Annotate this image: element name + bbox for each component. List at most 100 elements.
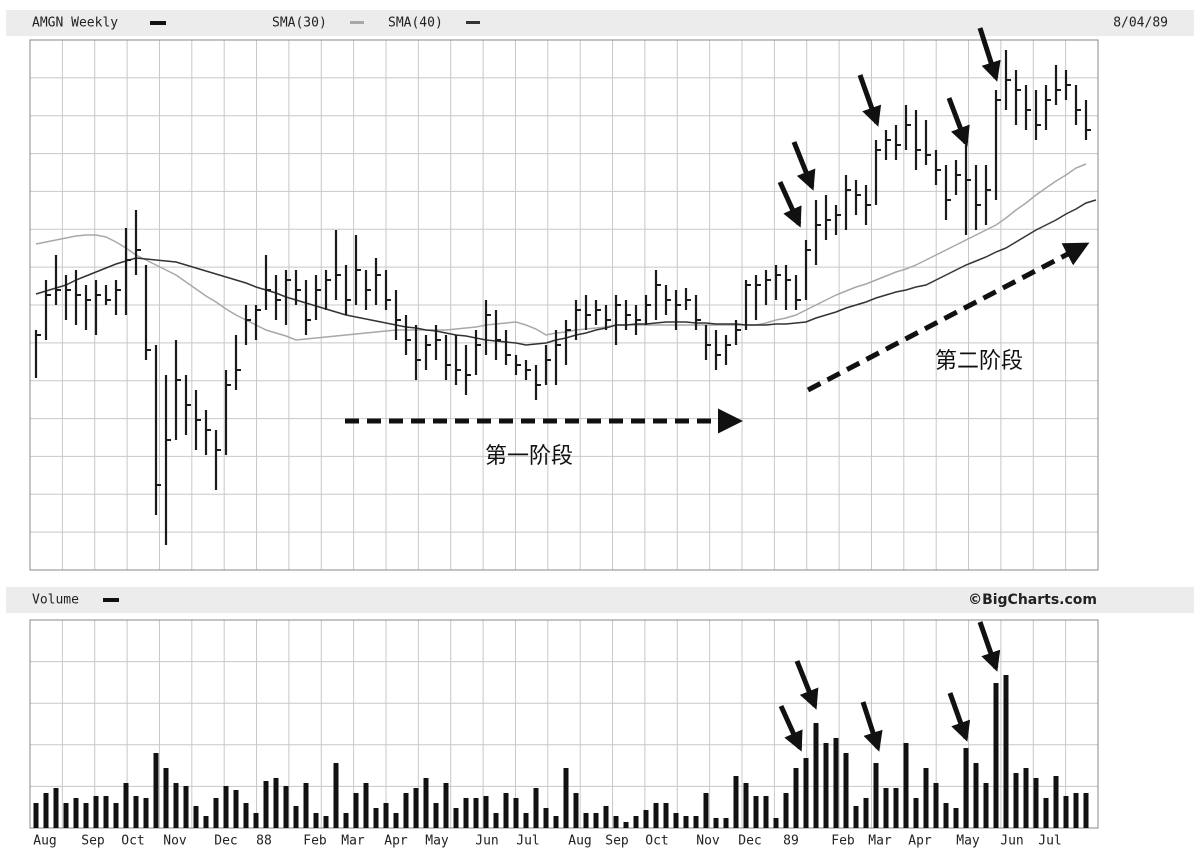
- volume-bar: [133, 796, 139, 828]
- volume-bar: [183, 786, 189, 828]
- volume-bar: [823, 743, 829, 828]
- volume-bar: [383, 803, 389, 828]
- volume-bar: [713, 818, 719, 828]
- volume-bar: [493, 813, 499, 828]
- volume-bar: [143, 798, 149, 828]
- x-tick-label: Aug: [568, 834, 591, 849]
- arrow: [777, 180, 802, 228]
- volume-bar: [253, 813, 259, 828]
- volume-bar: [843, 753, 849, 828]
- volume-bar: [423, 778, 429, 828]
- volume-bar: [703, 793, 709, 828]
- volume-bar: [733, 776, 739, 828]
- x-tick-label: Feb: [831, 834, 855, 849]
- legend: SMA(30) SMA(40): [272, 16, 480, 31]
- x-tick-label: Jun: [1000, 834, 1023, 849]
- arrow: [946, 97, 970, 147]
- volume-bar: [803, 758, 809, 828]
- title-swatch: [150, 21, 166, 25]
- arrow: [778, 704, 803, 752]
- volume-bar: [613, 816, 619, 828]
- volume-bar: [73, 798, 79, 828]
- volume-bar: [323, 816, 329, 828]
- volume-bar: [303, 783, 309, 828]
- x-tick-label: Dec: [738, 834, 761, 849]
- volume-bar: [683, 816, 689, 828]
- volume-bar: [153, 753, 159, 828]
- volume-bar: [663, 803, 669, 828]
- x-tick-label: Jul: [516, 834, 539, 849]
- volume-bar: [1053, 776, 1059, 828]
- volume-title: Volume: [32, 593, 79, 608]
- volume-bar: [913, 798, 919, 828]
- volume-bar: [263, 781, 269, 828]
- volume-bar: [123, 783, 129, 828]
- x-tick-label: Jul: [1038, 834, 1061, 849]
- volume-bar: [33, 803, 39, 828]
- x-tick-label: Dec: [214, 834, 237, 849]
- volume-bar: [473, 798, 479, 828]
- volume-bar: [903, 743, 909, 828]
- volume-bar: [863, 798, 869, 828]
- volume-bar: [403, 793, 409, 828]
- stage2-arrow: [806, 242, 1090, 393]
- x-tick-label: Mar: [868, 834, 892, 849]
- volume-bar: [753, 796, 759, 828]
- volume-bar: [1013, 773, 1019, 828]
- volume-bar: [933, 783, 939, 828]
- volume-bar: [433, 803, 439, 828]
- stage1-label: 第一阶段: [485, 444, 573, 469]
- volume-bar: [293, 806, 299, 828]
- volume-bar: [893, 788, 899, 828]
- volume-bar: [53, 788, 59, 828]
- volume-bar: [373, 808, 379, 828]
- volume-bar: [363, 783, 369, 828]
- volume-bar: [973, 763, 979, 828]
- volume-bar: [533, 788, 539, 828]
- volume-bar: [833, 738, 839, 828]
- volume-bar: [113, 803, 119, 828]
- x-tick-label: Mar: [341, 834, 365, 849]
- volume-bar: [1043, 798, 1049, 828]
- x-tick-label: 89: [783, 834, 799, 849]
- sma-line: [35, 163, 1087, 341]
- volume-bar: [983, 783, 989, 828]
- arrow: [977, 621, 1001, 672]
- volume-bar: [563, 768, 569, 828]
- volume-bar: [873, 763, 879, 828]
- volume-bar: [483, 796, 489, 828]
- price-panel: [29, 39, 1099, 571]
- volume-bar: [353, 793, 359, 828]
- x-tick-label: Apr: [908, 834, 932, 849]
- volume-bar: [573, 793, 579, 828]
- price-header: [6, 10, 1194, 36]
- x-tick-label: Aug: [33, 834, 56, 849]
- volume-bar: [1023, 768, 1029, 828]
- volume-bar: [1063, 796, 1069, 828]
- volume-bar: [943, 803, 949, 828]
- x-tick-label: May: [425, 834, 449, 849]
- volume-bar: [1083, 793, 1089, 828]
- volume-bar: [603, 806, 609, 828]
- volume-bar: [213, 798, 219, 828]
- volume-bar: [723, 818, 729, 828]
- arrow: [857, 74, 882, 127]
- x-tick-label: Sep: [605, 834, 629, 849]
- volume-bar: [93, 796, 99, 828]
- x-tick-label: Nov: [696, 834, 720, 849]
- legend-label: SMA(40): [388, 16, 443, 31]
- volume-bar: [163, 768, 169, 828]
- volume-bar: [1033, 778, 1039, 828]
- x-tick-label: Oct: [121, 834, 144, 849]
- x-tick-label: 88: [256, 834, 272, 849]
- volume-panel: Aug Sep Oct Nov Dec 88 Feb Mar Apr May Jun Jul Aug Se…: [29, 619, 1099, 849]
- volume-bar: [503, 793, 509, 828]
- volume-bar: [273, 778, 279, 828]
- volume-bar: [963, 748, 969, 828]
- arrow: [791, 141, 816, 191]
- x-tick-label: Oct: [645, 834, 668, 849]
- arrow: [977, 27, 1001, 82]
- volume-bar: [783, 793, 789, 828]
- date-label: 8/04/89: [1113, 16, 1168, 31]
- volume-bar: [173, 783, 179, 828]
